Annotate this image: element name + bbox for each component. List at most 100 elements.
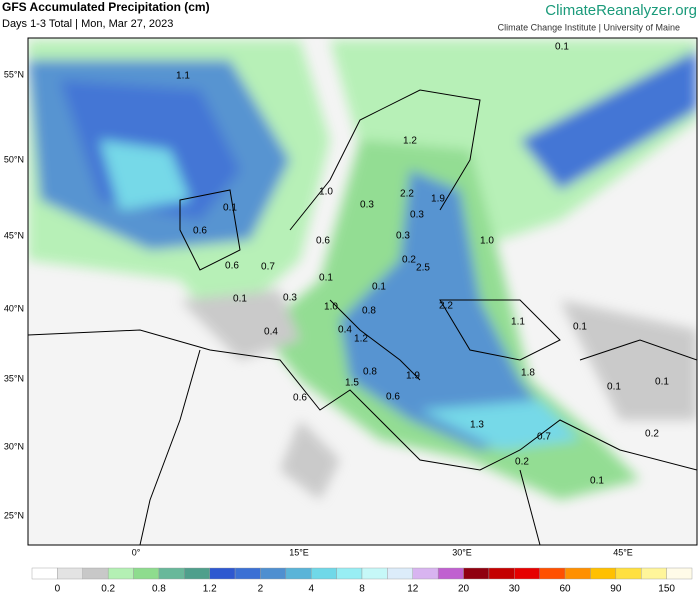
point-label: 1.8	[521, 368, 535, 379]
colorbar-label: 4	[308, 584, 314, 595]
point-label: 1.3	[470, 420, 484, 431]
point-label: 0.6	[193, 226, 207, 237]
point-label: 0.2	[645, 429, 659, 440]
point-label: 0.8	[363, 367, 377, 378]
colorbar-segment	[564, 567, 591, 580]
point-label: 0.6	[293, 393, 307, 404]
brand: ClimateReanalyzer.org	[545, 2, 697, 19]
colorbar-label: 8	[359, 584, 365, 595]
point-label: 0.4	[338, 325, 352, 336]
lat-label: 40°N	[4, 303, 24, 313]
colorbar-segment	[234, 567, 261, 580]
lon-label: 30°E	[452, 547, 472, 557]
colorbar-segment	[285, 567, 312, 580]
colorbar-segment	[641, 567, 667, 580]
colorbar-segment	[336, 567, 363, 580]
point-label: 1.5	[345, 378, 359, 389]
point-label: 0.8	[362, 306, 376, 317]
point-label: 0.1	[555, 42, 569, 53]
colorbar-segment	[31, 567, 58, 580]
colorbar-segment	[133, 567, 160, 580]
colorbar-segment	[387, 567, 413, 580]
colorbar-segment	[590, 567, 617, 580]
colorbar-segment	[209, 567, 236, 580]
point-label: 2.2	[400, 189, 414, 200]
lon-label: 45°E	[613, 547, 633, 557]
point-label: 0.2	[515, 457, 529, 468]
colorbar-label: 90	[610, 584, 622, 595]
colorbar-label: 0.8	[152, 584, 166, 595]
point-label: 0.7	[261, 262, 275, 273]
colorbar-segment	[107, 567, 134, 580]
colorbar-segment	[437, 567, 464, 580]
colorbar-segment	[514, 567, 540, 580]
point-label: 0.3	[410, 210, 424, 221]
point-label: 0.1	[607, 382, 621, 393]
institute: Climate Change Institute | University of…	[498, 22, 680, 32]
colorbar-segment	[539, 567, 566, 580]
point-label: 1.1	[511, 317, 525, 328]
colorbar-segment	[260, 567, 287, 580]
colorbar-label: 20	[458, 584, 470, 595]
point-label: 0.7	[537, 432, 551, 443]
lat-label: 30°N	[4, 441, 24, 451]
colorbar-segment	[82, 567, 109, 580]
point-label: 0.6	[225, 261, 239, 272]
colorbar-label: 12	[407, 584, 419, 595]
colorbar-segment	[184, 567, 210, 580]
point-label: 0.1	[590, 476, 604, 487]
point-label: 0.1	[223, 203, 237, 214]
lat-label: 25°N	[4, 510, 24, 520]
colorbar-segment	[57, 567, 83, 580]
point-label: 1.0	[324, 302, 338, 313]
point-label: 2.5	[416, 263, 430, 274]
point-label: 1.2	[403, 136, 417, 147]
point-label: 1.0	[319, 187, 333, 198]
lon-label: 15°E	[289, 547, 309, 557]
colorbar-segment	[311, 567, 337, 580]
lat-label: 35°N	[4, 373, 24, 383]
colorbar-segment	[158, 567, 185, 580]
colorbar-label: 1.2	[203, 584, 217, 595]
colorbar-label: 150	[658, 584, 675, 595]
colorbar-label: 0	[55, 584, 61, 595]
colorbar-label: 2	[258, 584, 264, 595]
point-label: 1.0	[480, 236, 494, 247]
point-label: 1.9	[406, 371, 420, 382]
lat-label: 45°N	[4, 230, 24, 240]
lat-label: 55°N	[4, 69, 24, 79]
point-label: 0.4	[264, 327, 278, 338]
point-label: 0.1	[573, 322, 587, 333]
point-label: 0.1	[655, 377, 669, 388]
point-label: 0.3	[396, 231, 410, 242]
point-label: 0.1	[319, 273, 333, 284]
colorbar-label: 30	[509, 584, 521, 595]
point-label: 0.6	[386, 392, 400, 403]
colorbar-label: 0.2	[101, 584, 115, 595]
point-label: 0.1	[233, 294, 247, 305]
colorbar-label: 60	[560, 584, 572, 595]
point-label: 0.3	[283, 293, 297, 304]
map-frame	[27, 37, 698, 546]
point-label: 2.2	[439, 301, 453, 312]
colorbar-segment	[361, 567, 388, 580]
colorbar-segment	[615, 567, 642, 580]
title: GFS Accumulated Precipitation (cm)	[2, 0, 210, 14]
subtitle: Days 1-3 Total | Mon, Mar 27, 2023	[2, 18, 173, 30]
colorbar-segment	[463, 567, 490, 580]
colorbar-segment	[666, 567, 693, 580]
point-label: 0.2	[402, 255, 416, 266]
map-area	[28, 38, 697, 545]
colorbar-segment	[412, 567, 439, 580]
lon-label: 0°	[132, 547, 141, 557]
point-label: 1.1	[176, 71, 190, 82]
lat-label: 50°N	[4, 154, 24, 164]
point-label: 1.2	[354, 334, 368, 345]
point-label: 0.3	[360, 200, 374, 211]
colorbar-segment	[488, 567, 515, 580]
point-label: 0.1	[372, 282, 386, 293]
point-label: 0.6	[316, 236, 330, 247]
point-label: 1.9	[431, 194, 445, 205]
